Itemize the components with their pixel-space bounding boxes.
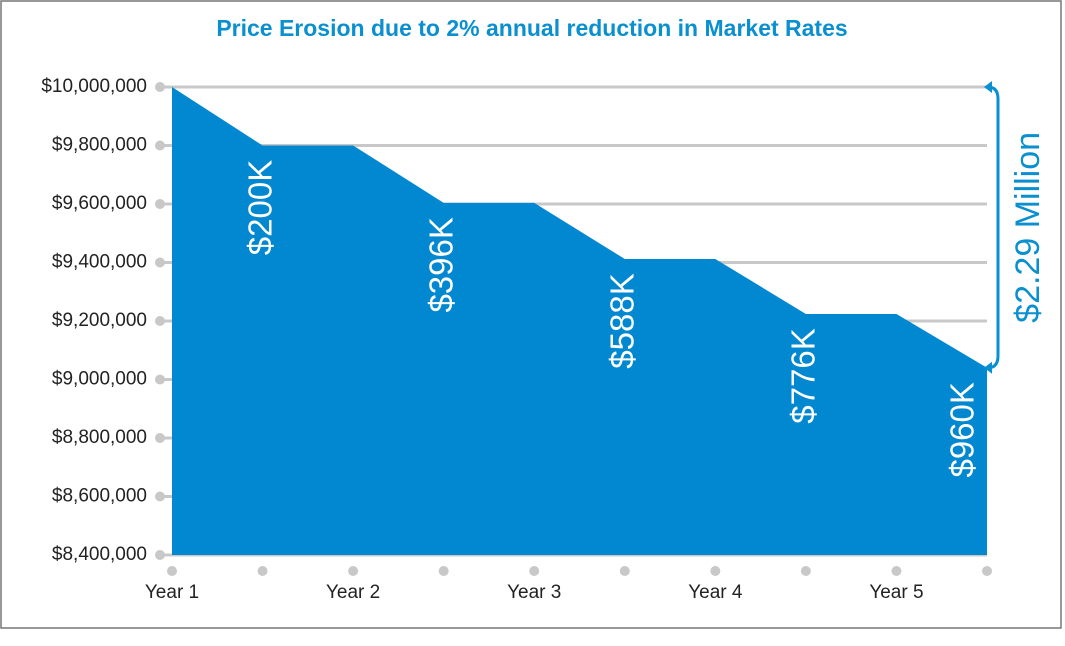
y-tick-label: $9,000,000 [52, 369, 147, 390]
tick-dot [155, 140, 165, 151]
y-tick-label: $8,400,000 [52, 544, 147, 565]
annotation: $960K [944, 382, 981, 477]
x-tick-dot [710, 566, 721, 576]
y-tick-label: $9,600,000 [52, 193, 147, 214]
tick-dot [155, 257, 165, 268]
x-tick-dot [257, 566, 268, 576]
x-tick-dot [438, 566, 449, 576]
annotation: $588K [603, 273, 640, 368]
tick-dot [155, 374, 165, 385]
total-annotation: $2.29 Million [1009, 132, 1047, 323]
x-tick-dot [800, 566, 811, 576]
tick-dot [155, 316, 165, 326]
tick-dot [155, 82, 165, 92]
y-tick-label: $8,800,000 [52, 427, 147, 448]
y-tick-label: $10,000,000 [41, 76, 147, 97]
x-tick-label: Year 2 [326, 582, 380, 603]
x-tick-label: Year 1 [145, 582, 199, 603]
tick-dot [155, 550, 165, 560]
chart-title: Price Erosion due to 2% annual reduction… [216, 15, 847, 41]
tick-dot [155, 491, 165, 502]
area [172, 87, 987, 555]
y-tick-label: $9,200,000 [52, 310, 147, 331]
y-tick-label: $8,600,000 [52, 486, 147, 507]
tick-dot [155, 199, 165, 209]
x-tick-dot [891, 566, 902, 576]
annotation: $396K [422, 217, 459, 312]
annotation: $200K [241, 160, 278, 255]
bracket [987, 85, 1000, 370]
x-tick-dot [167, 566, 177, 576]
y-tick-label: $9,400,000 [52, 252, 147, 273]
x-tick-label: Year 4 [688, 582, 743, 603]
x-tick-label: Year 3 [507, 582, 561, 603]
y-tick-label: $9,800,000 [52, 135, 147, 156]
annotation: $776K [785, 328, 822, 423]
x-tick-label: Year 5 [869, 582, 923, 603]
x-tick-dot [619, 566, 630, 576]
x-tick-dot [348, 566, 359, 576]
x-tick-dot [529, 566, 540, 576]
x-tick-dot [982, 566, 992, 576]
tick-dot [155, 433, 165, 443]
